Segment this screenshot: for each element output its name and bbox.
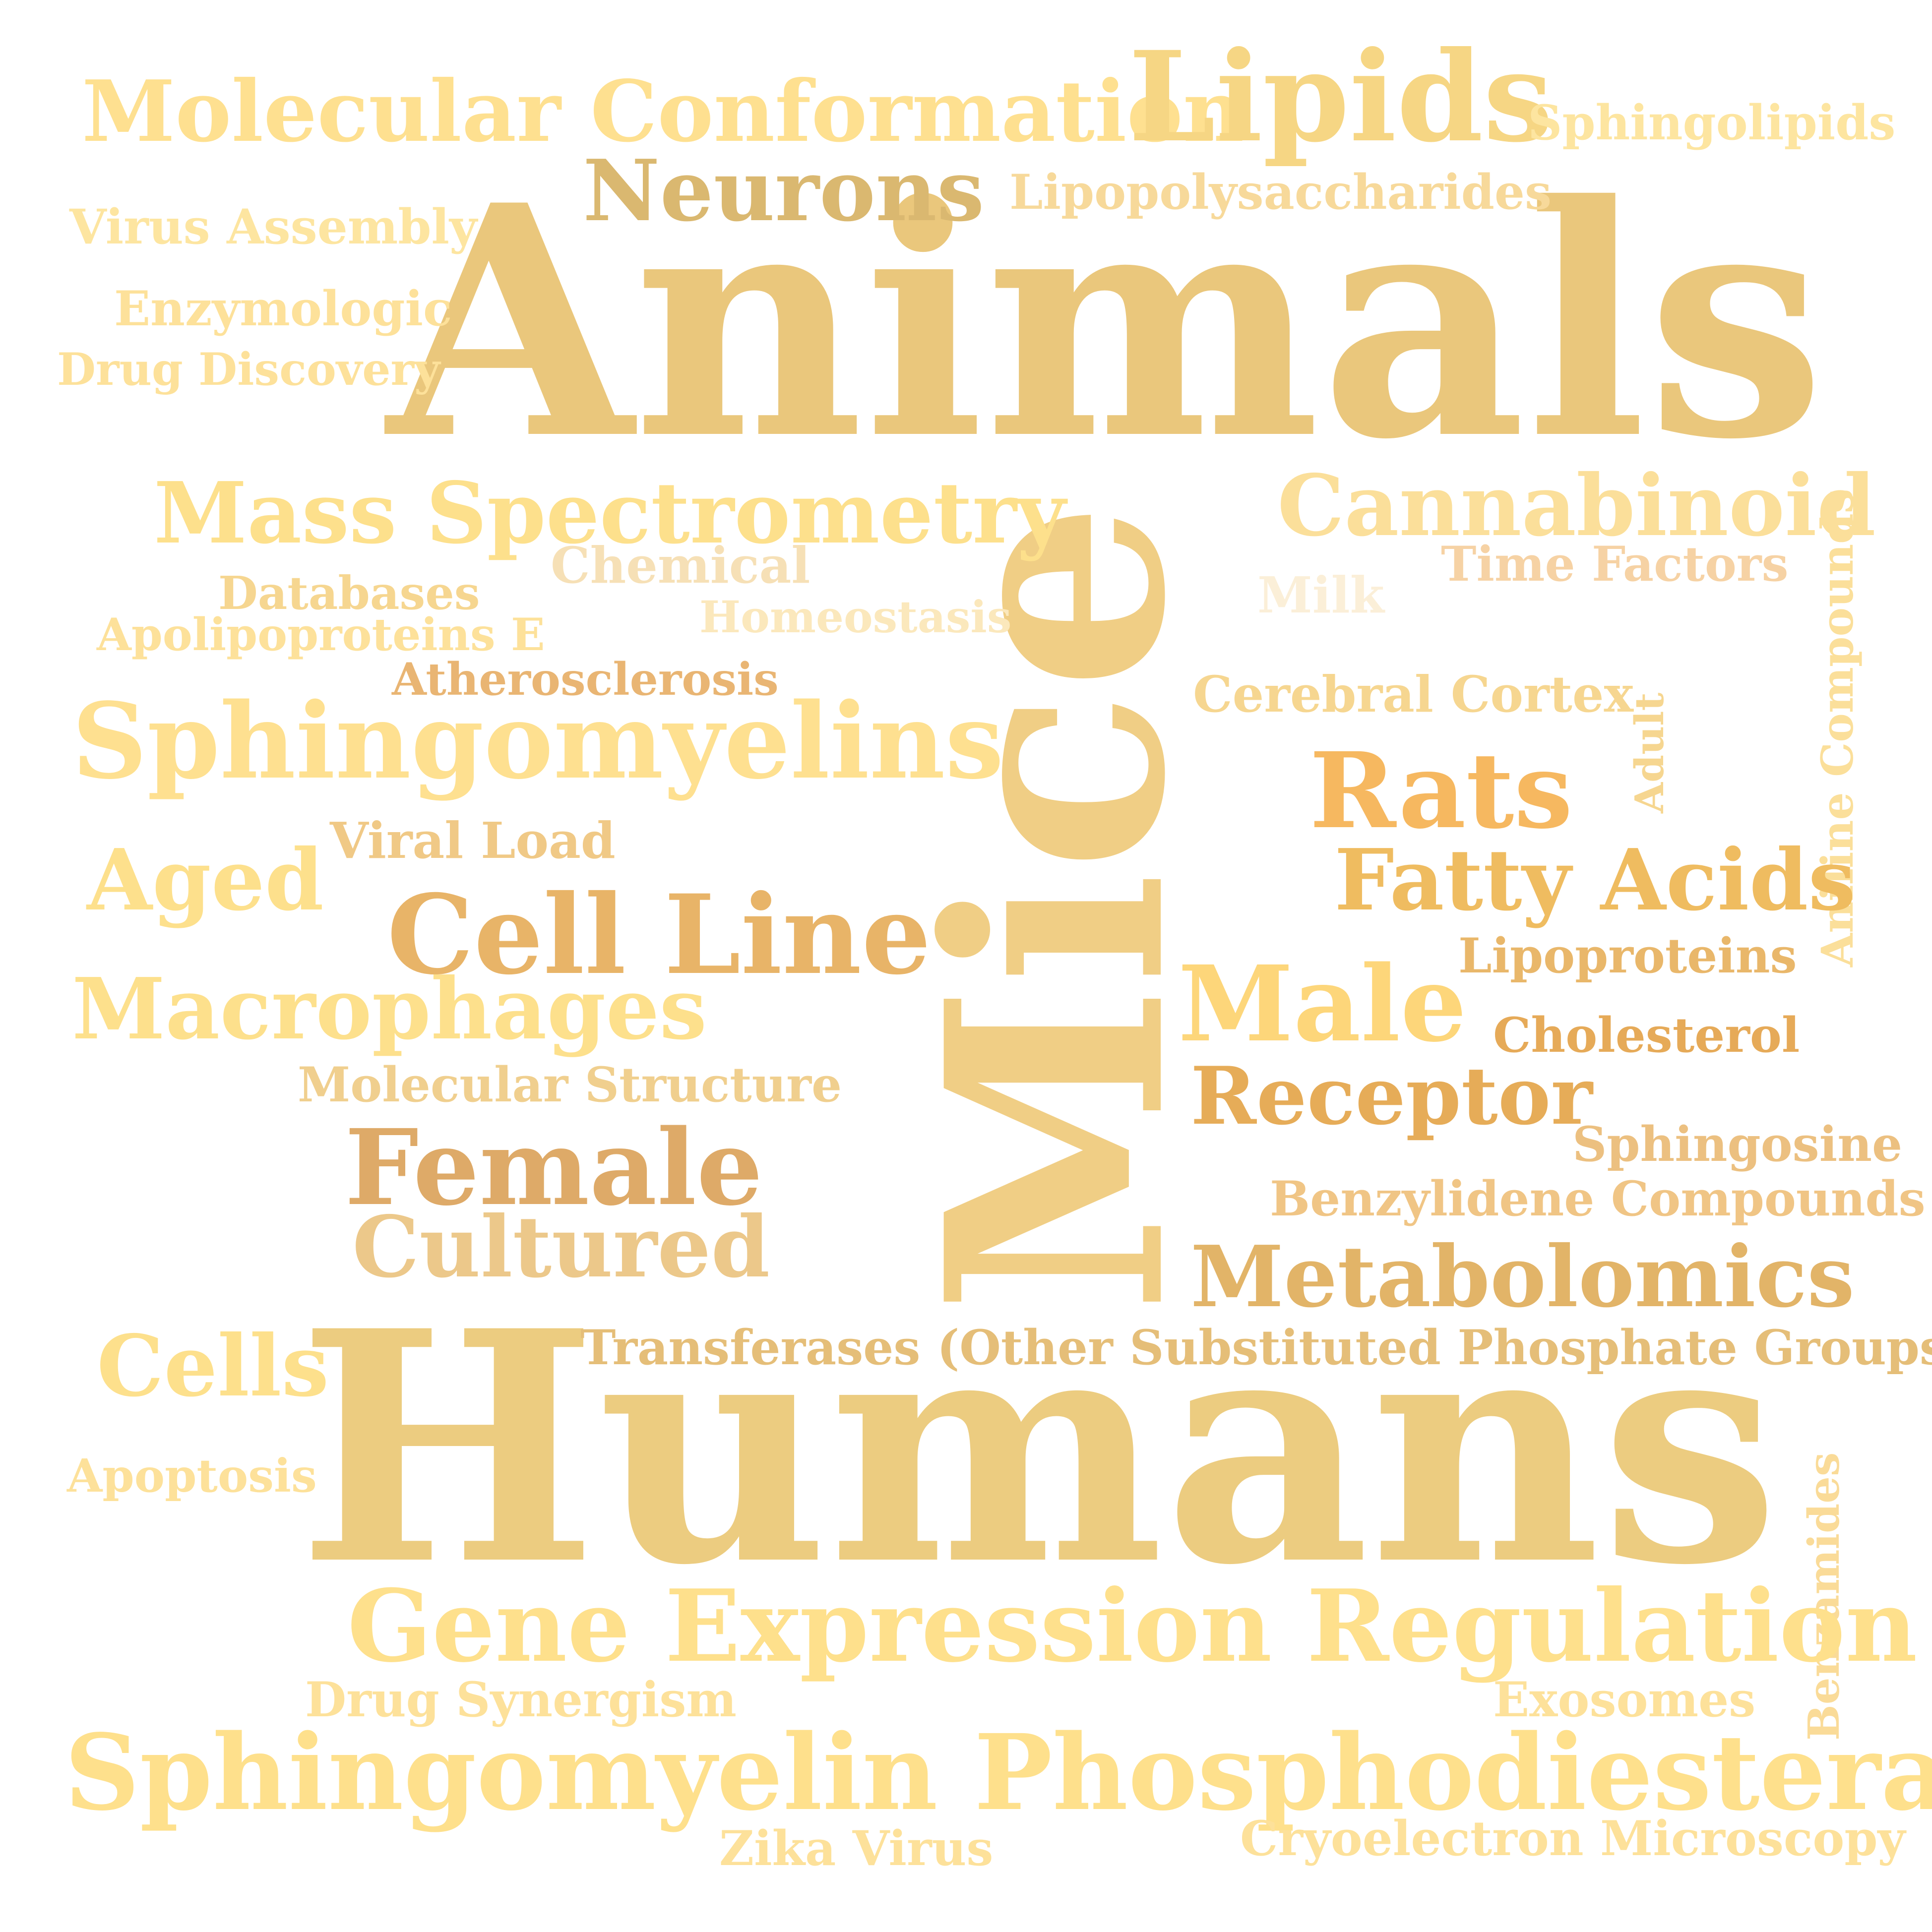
word-cryoelectron-microscopy: Cryoelectron Microscopy	[1240, 1811, 1906, 1867]
word-animals: Animals	[387, 136, 1826, 509]
word-fatty-acids: Fatty Acids	[1334, 831, 1856, 930]
word-databases: Databases	[218, 566, 480, 620]
word-transferases-other-substituted-phosphate-groups: Transferases (Other Substituted Phosphat…	[580, 1320, 1932, 1376]
word-milk: Milk	[1257, 566, 1384, 624]
word-gene-expression-regulation: Gene Expression Regulation	[347, 1568, 1918, 1685]
word-apoptosis: Apoptosis	[67, 1449, 317, 1503]
word-neurons: Neurons	[583, 141, 985, 241]
word-lipids: Lipids	[1128, 24, 1554, 170]
word-zika-virus: Zika Virus	[719, 1820, 994, 1876]
word-atherosclerosis: Atherosclerosis	[392, 653, 779, 706]
word-molecular-conformation: Molecular Conformation	[82, 62, 1245, 161]
word-chemical: Chemical	[551, 536, 810, 595]
word-sphingomyelin-phosphodiesterase: Sphingomyelin Phosphodiesterase	[64, 1711, 1932, 1834]
word-sphingosine: Sphingosine	[1572, 1116, 1903, 1172]
word-apolipoproteins-e: Apolipoproteins E	[97, 608, 545, 661]
word-cells: Cells	[97, 1317, 329, 1416]
word-molecular-structure: Molecular Structure	[298, 1057, 842, 1113]
word-cerebral-cortex: Cerebral Cortex	[1193, 665, 1634, 724]
word-viral-load: Viral Load	[330, 811, 616, 870]
word-male: Male	[1178, 943, 1467, 1065]
word-exosomes: Exosomes	[1493, 1672, 1756, 1728]
word-cultured: Cultured	[352, 1198, 770, 1297]
word-metabolomics: Metabolomics	[1190, 1227, 1855, 1327]
word-rats: Rats	[1309, 729, 1573, 852]
word-time-factors: Time Factors	[1441, 536, 1789, 592]
word-mass-spectrometry: Mass Spectrometry	[154, 464, 1066, 563]
word-drug-synergism: Drug Synergism	[305, 1672, 737, 1728]
word-drug-discovery: Drug Discovery	[57, 343, 440, 396]
word-sphingomyelins: Sphingomyelins	[72, 680, 1004, 802]
word-cholesterol: Cholesterol	[1493, 1007, 1800, 1063]
word-aged: Aged	[87, 831, 324, 930]
word-adult: Adult	[1626, 692, 1673, 813]
word-virus-assembly: Virus Assembly	[69, 199, 477, 255]
word-receptor: Receptor	[1190, 1049, 1593, 1143]
word-enzymologic: Enzymologic	[114, 281, 452, 337]
word-lipoproteins: Lipoproteins	[1458, 928, 1797, 984]
word-female: Female	[345, 1106, 763, 1229]
word-cell-line: Cell Line	[387, 870, 931, 999]
word-humans: Humans	[298, 1262, 1780, 1634]
word-cannabinoid: Cannabinoid	[1277, 456, 1876, 555]
word-homeostasis: Homeostasis	[699, 591, 1012, 643]
word-lipopolysaccharides: Lipopolysaccharides	[1009, 164, 1552, 220]
word-benzylidene-compounds: Benzylidene Compounds	[1270, 1171, 1926, 1227]
word-sphingolipids: Sphingolipids	[1528, 95, 1896, 151]
word-macrophages: Macrophages	[72, 960, 707, 1059]
